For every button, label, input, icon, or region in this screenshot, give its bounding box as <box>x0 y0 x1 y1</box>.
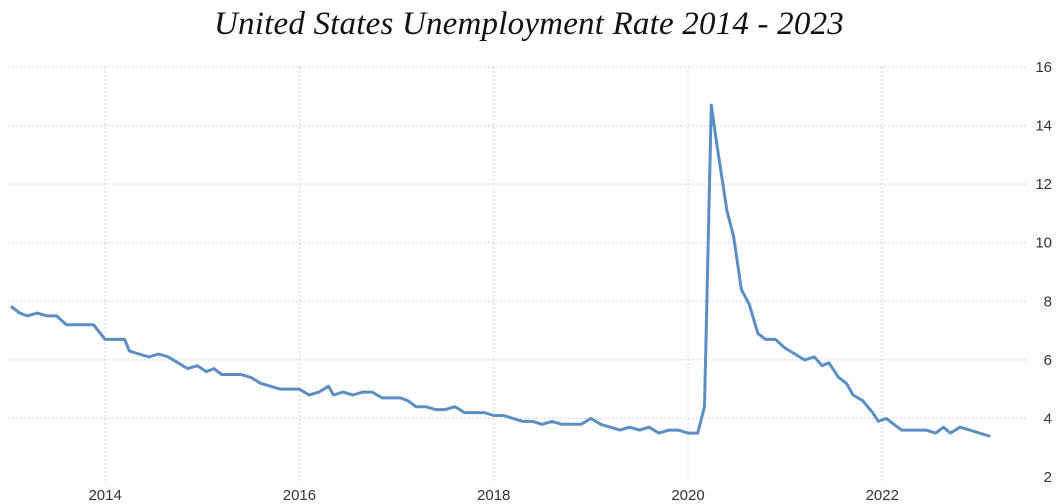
x-tick-label: 2020 <box>671 487 704 504</box>
y-tick-label: 10 <box>1035 235 1052 252</box>
series-line <box>10 103 991 438</box>
chart-title: United States Unemployment Rate 2014 - 2… <box>214 6 844 42</box>
x-axis-tick-labels: 2014 2016 2018 2020 2022 <box>88 487 899 504</box>
x-tick-label: 2018 <box>477 487 510 504</box>
y-tick-label: 16 <box>1035 59 1052 76</box>
x-tick-label: 2022 <box>866 487 899 504</box>
x-tick-label: 2016 <box>283 487 316 504</box>
y-axis-tick-labels: 2 4 6 8 10 12 14 16 <box>1035 59 1052 486</box>
y-tick-label: 2 <box>1044 469 1052 486</box>
x-tick-label: 2014 <box>88 487 121 504</box>
grid <box>8 66 1028 481</box>
series-layer <box>10 103 991 438</box>
y-tick-label: 12 <box>1035 176 1052 193</box>
y-tick-label: 14 <box>1035 118 1052 135</box>
y-tick-label: 4 <box>1044 410 1052 427</box>
y-tick-label: 8 <box>1044 293 1052 310</box>
y-tick-label: 6 <box>1044 352 1052 369</box>
